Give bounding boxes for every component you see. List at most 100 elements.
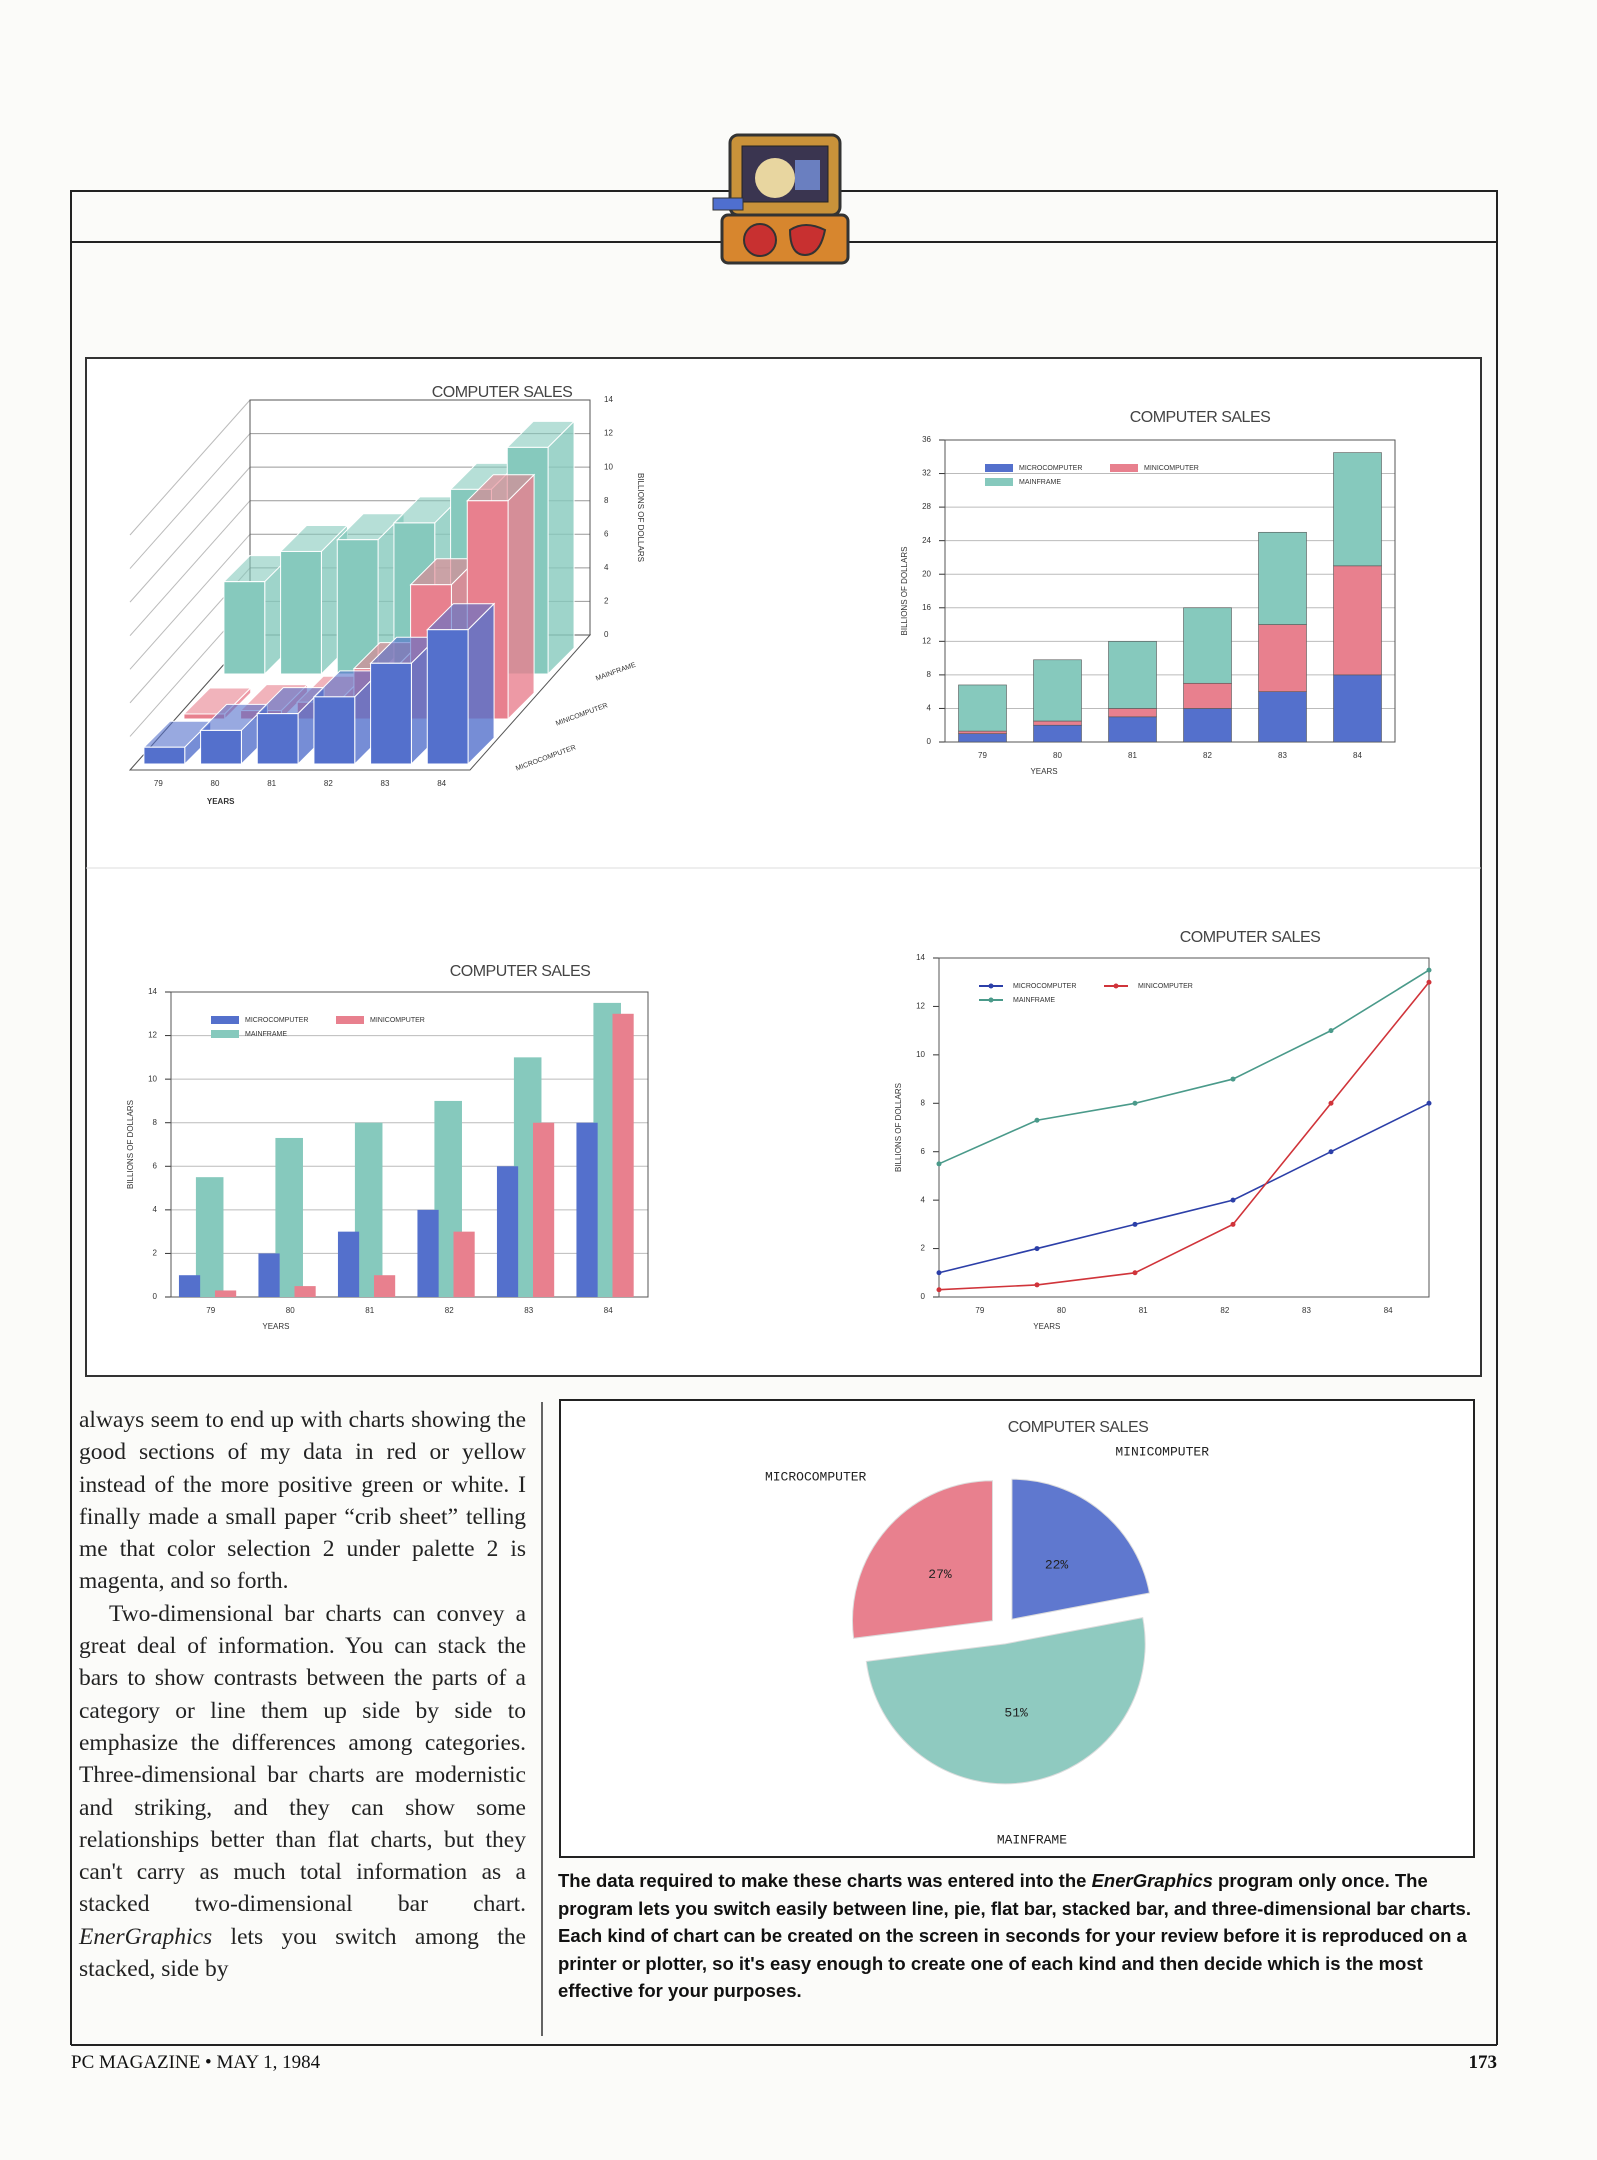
bar bbox=[612, 1013, 634, 1297]
grid-line bbox=[129, 533, 251, 670]
legend-swatch bbox=[985, 478, 1013, 486]
point bbox=[1328, 1149, 1334, 1155]
y-axis-label: BILLIONS OF DOLLARS bbox=[126, 1100, 135, 1189]
text: The data required to make these charts w… bbox=[558, 1870, 1092, 1891]
page-number: 173 bbox=[1468, 2052, 1498, 2073]
point bbox=[1132, 1221, 1138, 1227]
bar bbox=[223, 581, 266, 675]
y-tick-label: 8 bbox=[927, 670, 932, 679]
pie-frame bbox=[559, 1399, 1475, 1858]
x-tick-label: 83 bbox=[1302, 1306, 1311, 1315]
legend-swatch bbox=[985, 464, 1013, 472]
y-tick-label: 10 bbox=[148, 1074, 157, 1083]
bar bbox=[373, 1275, 396, 1297]
line bbox=[938, 981, 1430, 1291]
x-tick-label: 79 bbox=[154, 779, 163, 788]
y-tick-label: 36 bbox=[922, 435, 931, 444]
computer-icon bbox=[712, 133, 850, 265]
point bbox=[1230, 1197, 1236, 1203]
bar bbox=[214, 1290, 237, 1297]
legend-label: MAINFRAME bbox=[245, 1031, 287, 1038]
chart-title: COMPUTER SALES bbox=[450, 963, 591, 980]
legend-marker bbox=[988, 997, 994, 1003]
x-tick-label: 82 bbox=[1220, 1306, 1229, 1315]
y-axis-label: BILLIONS OF DOLLARS bbox=[900, 547, 909, 636]
y-tick-label: 4 bbox=[153, 1205, 158, 1214]
bar bbox=[258, 1253, 280, 1297]
point bbox=[1034, 1117, 1040, 1123]
chart-title: COMPUTER SALES bbox=[432, 384, 573, 401]
x-tick-label: 81 bbox=[1128, 751, 1137, 760]
bar bbox=[337, 1231, 360, 1297]
text: always seem to end up with charts showin… bbox=[79, 1407, 526, 1595]
legend-swatch bbox=[211, 1016, 239, 1024]
x-tick-label: 83 bbox=[1278, 751, 1287, 760]
caption: The data required to make these charts w… bbox=[558, 1867, 1476, 2005]
y-tick-label: 4 bbox=[921, 1195, 926, 1204]
x-tick-label: 82 bbox=[1203, 751, 1212, 760]
pie-value-label: 22% bbox=[1045, 1558, 1069, 1573]
bar bbox=[417, 1209, 439, 1297]
legend-label: MICROCOMPUTER bbox=[1013, 983, 1076, 990]
x-tick-label: 80 bbox=[211, 779, 220, 788]
point bbox=[1230, 1221, 1236, 1227]
point bbox=[1034, 1246, 1040, 1252]
bar-segment bbox=[1333, 674, 1382, 743]
bar bbox=[280, 550, 322, 675]
point bbox=[1426, 979, 1432, 985]
bar-side bbox=[467, 602, 495, 766]
bar bbox=[195, 1177, 224, 1297]
y-tick-label: 0 bbox=[921, 1292, 926, 1301]
y-tick-label: 32 bbox=[922, 469, 931, 478]
x-tick-label: 83 bbox=[524, 1306, 533, 1315]
y-tick-label: 14 bbox=[148, 987, 157, 996]
y-axis-label: BILLIONS OF DOLLARS bbox=[894, 1083, 903, 1172]
bar bbox=[496, 1166, 519, 1297]
bar-segment bbox=[1258, 691, 1307, 743]
y-tick-label: 28 bbox=[922, 502, 931, 511]
bar bbox=[143, 746, 186, 765]
x-tick-label: 81 bbox=[267, 779, 276, 788]
plot-area bbox=[170, 991, 649, 1298]
legend-label: MICROCOMPUTER bbox=[245, 1017, 308, 1024]
legend-marker bbox=[1113, 983, 1119, 989]
bar bbox=[370, 662, 412, 765]
y-tick-label: 4 bbox=[927, 704, 932, 713]
paragraph: always seem to end up with charts showin… bbox=[79, 1404, 526, 1598]
chart: COMPUTER SALES 0 2 4 6 8 10 12 14 BILLIONS OF DOL… bbox=[126, 963, 649, 1331]
x-tick-label: 84 bbox=[437, 779, 446, 788]
x-tick-label: 80 bbox=[286, 1306, 295, 1315]
x-tick-label: 80 bbox=[1053, 751, 1062, 760]
y-tick-label: 12 bbox=[148, 1031, 157, 1040]
chart: COMPUTER SALES 0 2 4 6 8 10 12 14 BILLIONS OF DOL… bbox=[894, 929, 1432, 1331]
legend-swatch bbox=[1110, 464, 1138, 472]
bar-segment bbox=[1183, 708, 1232, 743]
x-axis-label: YEARS bbox=[1033, 1322, 1060, 1331]
bar-segment bbox=[958, 684, 1007, 732]
point bbox=[1034, 1282, 1040, 1288]
point bbox=[1328, 1100, 1334, 1106]
y-tick-label: 8 bbox=[153, 1118, 158, 1127]
grid-line bbox=[129, 466, 251, 603]
bar-side bbox=[547, 420, 575, 676]
y-axis-label: BILLIONS OF DOLLARS bbox=[636, 473, 645, 562]
y-tick-label: 6 bbox=[604, 529, 609, 538]
point bbox=[1132, 1270, 1138, 1276]
point bbox=[1328, 1028, 1334, 1034]
y-tick-label: 6 bbox=[921, 1147, 926, 1156]
chart-title: COMPUTER SALES bbox=[1008, 1419, 1149, 1436]
x-tick-label: 84 bbox=[604, 1306, 613, 1315]
y-tick-label: 2 bbox=[604, 597, 609, 606]
bar bbox=[178, 1275, 201, 1297]
bar-segment bbox=[1333, 452, 1382, 567]
bar-segment bbox=[1033, 724, 1082, 743]
chart-title: COMPUTER SALES bbox=[1130, 409, 1271, 426]
pie-slice bbox=[852, 1480, 993, 1639]
bar-segment bbox=[1108, 641, 1157, 709]
bar-segment bbox=[958, 730, 1007, 734]
legend-label: MAINFRAME bbox=[1013, 997, 1055, 1004]
y-tick-label: 0 bbox=[927, 737, 932, 746]
legend-label: MICROCOMPUTER bbox=[1019, 465, 1082, 472]
y-tick-label: 16 bbox=[922, 603, 931, 612]
footer-left: PC MAGAZINE • MAY 1, 1984 bbox=[71, 2052, 321, 2073]
